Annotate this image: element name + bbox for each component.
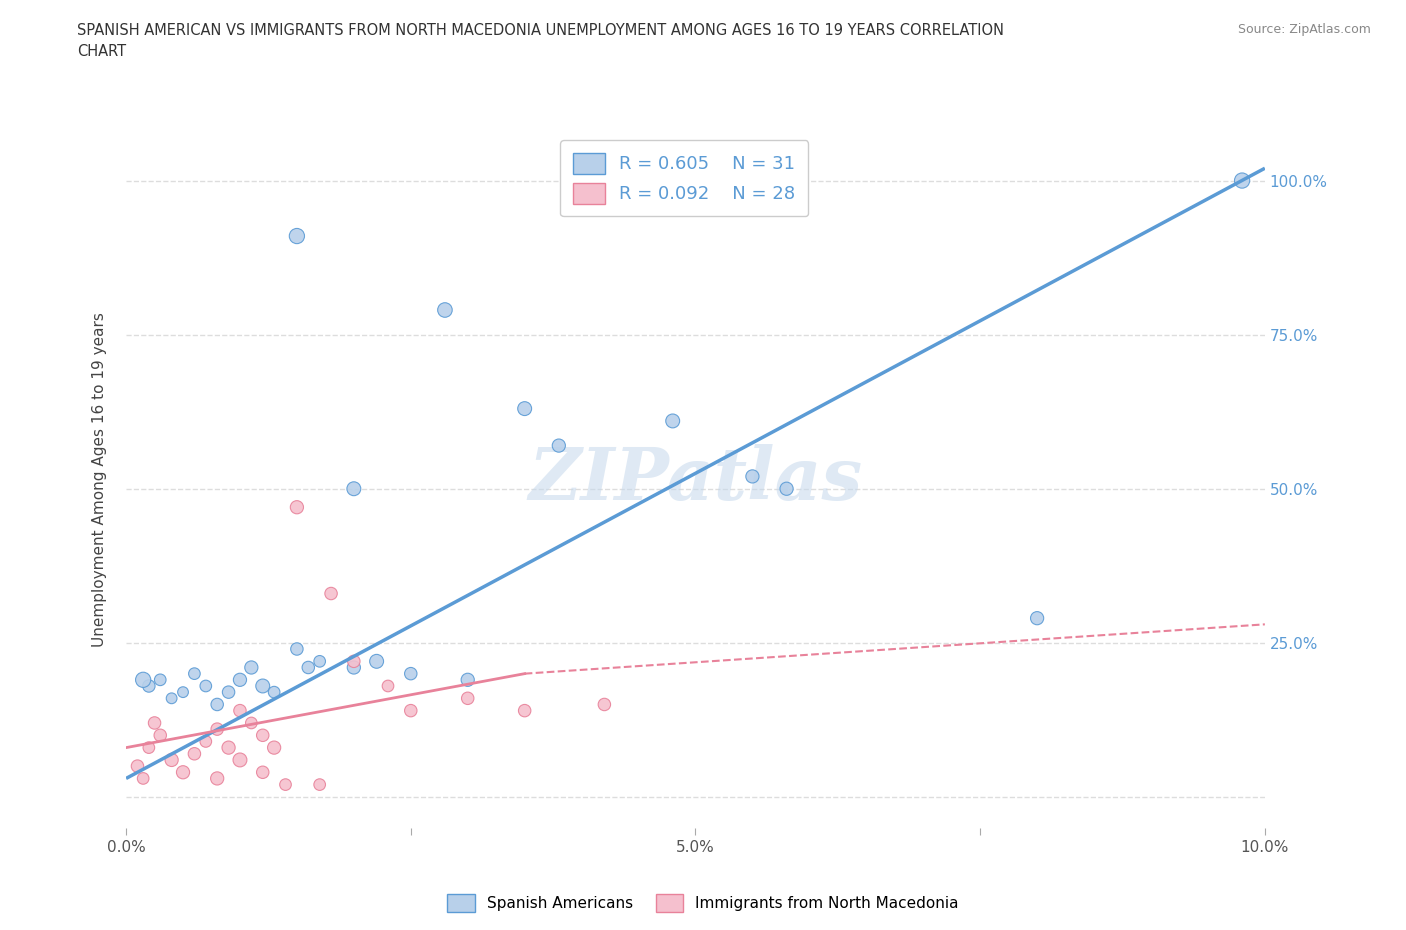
Point xyxy=(513,401,536,416)
Point xyxy=(741,469,763,484)
Point xyxy=(218,740,240,755)
Point xyxy=(160,752,183,767)
Point xyxy=(183,666,205,681)
Legend: Spanish Americans, Immigrants from North Macedonia: Spanish Americans, Immigrants from North… xyxy=(441,888,965,918)
Point xyxy=(138,740,160,755)
Point xyxy=(132,672,155,687)
Point xyxy=(513,703,536,718)
Point xyxy=(160,691,183,706)
Point xyxy=(308,654,330,669)
Point xyxy=(285,499,308,514)
Point xyxy=(205,722,228,737)
Point xyxy=(343,654,366,669)
Point xyxy=(240,660,263,675)
Point xyxy=(547,438,569,453)
Point xyxy=(377,679,399,694)
Point xyxy=(457,672,479,687)
Point xyxy=(308,777,330,792)
Point xyxy=(263,740,285,755)
Legend: R = 0.605    N = 31, R = 0.092    N = 28: R = 0.605 N = 31, R = 0.092 N = 28 xyxy=(560,140,808,217)
Point xyxy=(194,734,217,749)
Text: ZIPatlas: ZIPatlas xyxy=(529,444,862,515)
Point xyxy=(138,679,160,694)
Point xyxy=(285,229,308,244)
Point xyxy=(149,672,172,687)
Point xyxy=(132,771,155,786)
Point xyxy=(457,691,479,706)
Text: SPANISH AMERICAN VS IMMIGRANTS FROM NORTH MACEDONIA UNEMPLOYMENT AMONG AGES 16 T: SPANISH AMERICAN VS IMMIGRANTS FROM NORT… xyxy=(77,23,1004,60)
Point xyxy=(399,703,422,718)
Point xyxy=(240,715,263,730)
Point xyxy=(263,684,285,699)
Point xyxy=(229,703,252,718)
Y-axis label: Unemployment Among Ages 16 to 19 years: Unemployment Among Ages 16 to 19 years xyxy=(93,312,107,647)
Point xyxy=(218,684,240,699)
Point xyxy=(343,660,366,675)
Point xyxy=(172,764,194,779)
Point xyxy=(1230,173,1253,188)
Point xyxy=(1026,611,1049,626)
Point xyxy=(593,697,616,711)
Point xyxy=(252,679,274,694)
Point xyxy=(399,666,422,681)
Point xyxy=(143,715,166,730)
Point xyxy=(127,759,149,774)
Point xyxy=(274,777,297,792)
Point xyxy=(661,414,683,429)
Point xyxy=(183,747,205,762)
Point xyxy=(297,660,319,675)
Point xyxy=(205,697,228,711)
Point xyxy=(343,482,366,497)
Text: Source: ZipAtlas.com: Source: ZipAtlas.com xyxy=(1237,23,1371,36)
Point xyxy=(172,684,194,699)
Point xyxy=(775,482,797,497)
Point xyxy=(194,679,217,694)
Point xyxy=(149,728,172,743)
Point xyxy=(229,752,252,767)
Point xyxy=(205,771,228,786)
Point xyxy=(366,654,388,669)
Point xyxy=(252,728,274,743)
Point xyxy=(593,179,616,194)
Point xyxy=(229,672,252,687)
Point xyxy=(252,764,274,779)
Point xyxy=(285,642,308,657)
Point xyxy=(433,302,456,317)
Point xyxy=(319,586,342,601)
